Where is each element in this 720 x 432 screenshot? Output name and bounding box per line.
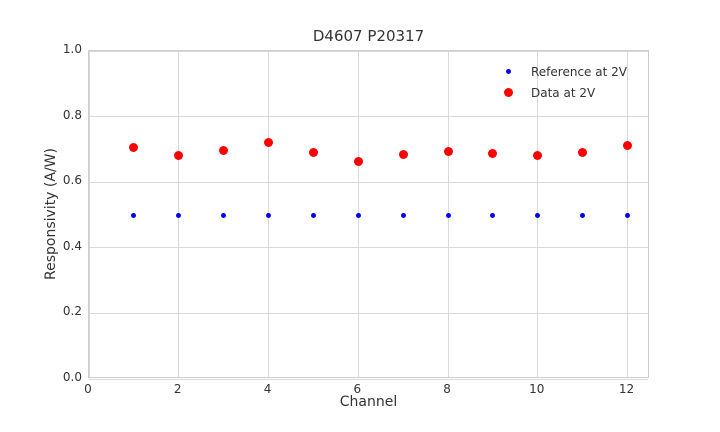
data-point-reference-ch2 [176,212,182,218]
data-point-data-ch8 [443,147,453,157]
data-point-reference-ch9 [490,212,496,218]
data-point-data-ch6 [353,156,363,166]
x-tick-label: 6 [353,382,362,396]
x-tick-label: 2 [173,382,182,396]
data-point-data-ch10 [533,150,543,160]
data-point-data-ch11 [578,148,588,158]
x-tick-label: 8 [443,382,451,396]
y-tick-label: 0.2 [62,304,82,319]
y-axis-label: Responsivity (A/W) [43,148,59,280]
x-axis-label: Channel [339,394,398,410]
x-tick-label: 4 [263,382,272,396]
legend-marker-cell [499,69,517,74]
legend-marker-cell [499,88,517,97]
h-gridline [89,312,648,314]
data-point-reference-ch3 [221,212,227,218]
y-tick-label: 1.0 [62,42,82,56]
data-point-data-ch4 [264,138,274,148]
data-point-reference-ch4 [266,212,272,218]
h-gridline [89,181,648,183]
data-point-data-ch5 [308,148,318,158]
legend-marker-icon [505,69,511,74]
data-point-data-ch9 [488,149,498,159]
data-point-data-ch3 [219,145,229,155]
data-point-reference-ch11 [580,212,586,218]
h-gridline [89,378,648,380]
data-point-data-ch12 [623,140,633,150]
data-point-reference-ch1 [131,212,137,218]
data-point-reference-ch5 [310,212,316,218]
x-tick-label: 0 [84,382,92,396]
y-tick-label: 0.4 [62,238,82,253]
data-point-reference-ch7 [400,212,406,218]
data-point-reference-ch8 [445,212,451,218]
plot-area: Reference at 2V Data at 2V [88,50,649,380]
legend-marker-icon [503,88,513,97]
x-tick-label: 12 [618,382,635,396]
chart-title: D4607 P20317 [312,27,425,45]
y-tick-label: 0.6 [62,173,82,188]
data-point-data-ch1 [129,143,139,153]
data-point-data-ch7 [398,150,408,160]
data-point-reference-ch12 [625,212,631,218]
v-gridline [88,51,90,377]
h-gridline [89,116,648,118]
legend-item: Data at 2V [499,82,627,103]
data-point-reference-ch6 [355,212,361,218]
data-point-reference-ch10 [535,212,541,218]
legend-item: Reference at 2V [499,61,627,82]
h-gridline [89,50,648,52]
data-point-data-ch2 [174,151,184,161]
h-gridline [89,247,648,249]
legend-label: Reference at 2V [531,64,627,79]
y-tick-label: 0.8 [62,107,82,122]
legend-label: Data at 2V [531,85,596,100]
y-tick-label: 0.0 [62,370,82,384]
x-tick-label: 10 [529,382,545,396]
legend: Reference at 2V Data at 2V [499,61,627,103]
